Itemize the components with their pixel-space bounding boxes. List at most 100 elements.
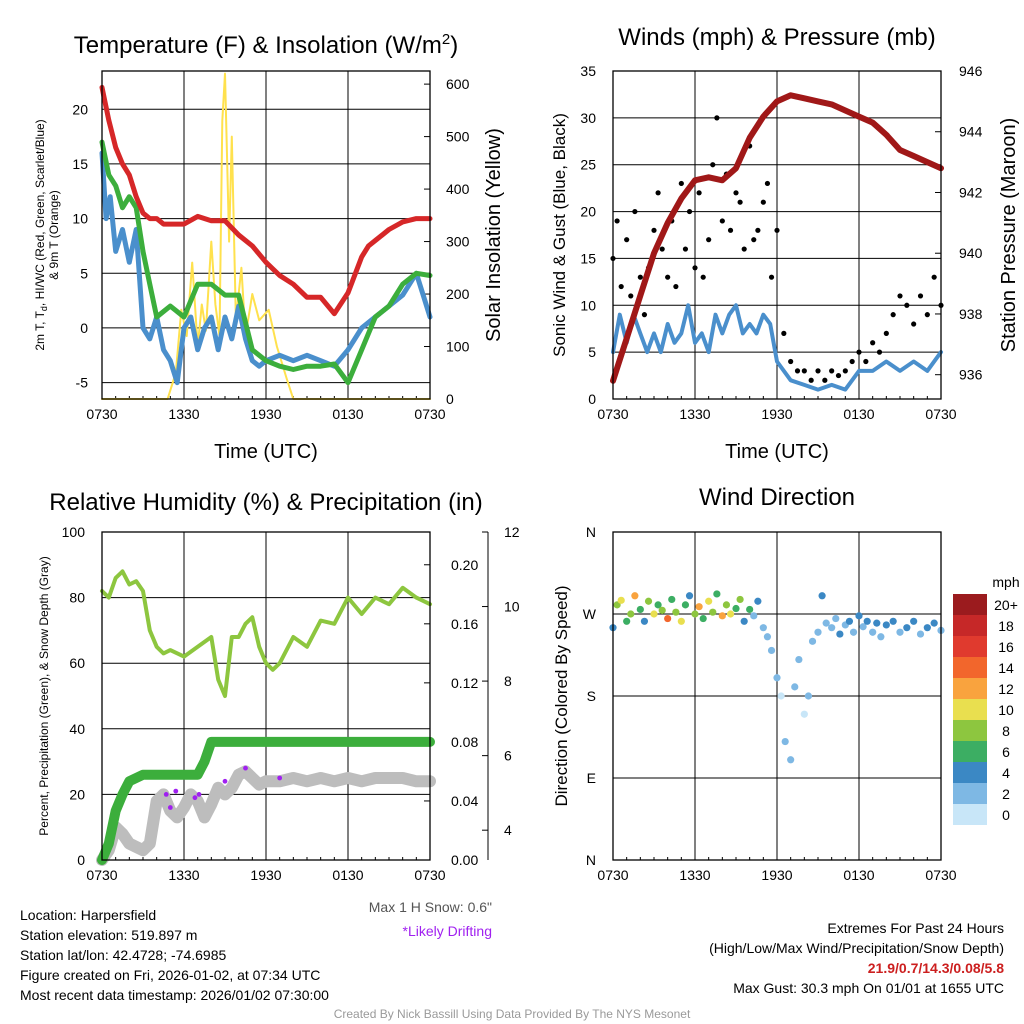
rh-ytick-label: 60 (69, 655, 85, 671)
dir-point (777, 692, 785, 700)
dir-ytick-label: N (586, 524, 596, 540)
wind-gust-point (737, 199, 743, 205)
dir-point (781, 737, 789, 746)
dir-xtick-label: 0730 (597, 867, 628, 883)
wind-gust-point (890, 312, 896, 318)
dir-point (836, 630, 844, 638)
dir-ytick-label: S (587, 688, 596, 704)
wind-ytick-label: 25 (580, 157, 596, 173)
dir-xtick-label: 1930 (761, 867, 792, 883)
latlon-label: Station lat/lon: 42.4728; -74.6985 (20, 947, 227, 963)
rh-drift-point (196, 792, 202, 797)
wind-ytick-label: 5 (588, 344, 596, 360)
wind-gust-point (673, 283, 679, 290)
dir-point (732, 604, 740, 613)
dir-ytick-label: W (583, 606, 597, 622)
rh-ytick-label: 100 (62, 524, 86, 540)
temp-ytick-label: 5 (80, 265, 88, 281)
wind-frame (612, 70, 942, 400)
wind-ylabel: Sonic Wind & Gust (Blue, Black) (550, 113, 569, 357)
dir-point (800, 710, 808, 718)
temp-series-hiwc (99, 150, 433, 386)
temp-xlabel: Time (UTC) (214, 441, 318, 463)
dir-point (896, 628, 904, 636)
temp-xtick-label: 1330 (168, 406, 199, 422)
dir-legend-label: 20+ (994, 597, 1018, 613)
dir-point (767, 646, 776, 655)
snow-max-label: Max 1 H Snow: 0.6" (368, 899, 492, 915)
dir-point (814, 628, 822, 636)
dir-legend-label: 12 (998, 681, 1014, 697)
temp-y2tick-label: 300 (446, 234, 470, 250)
wind-ytick-label: 0 (588, 391, 596, 407)
dir-point (877, 633, 885, 641)
wind-gust-point (815, 368, 821, 374)
temp-ytick-label: 15 (72, 156, 88, 172)
rh-drift-point (167, 805, 173, 810)
wind-gust-point (781, 330, 787, 336)
snow-notes: Max 1 H Snow: 0.6" *Likely Drifting (369, 895, 492, 943)
dir-point (746, 605, 754, 614)
rh-ytick-label: 40 (69, 721, 85, 737)
rh-y2tick-label: 0.12 (451, 675, 478, 691)
dir-legend-swatch (953, 741, 987, 762)
temp-ytick-label: 0 (80, 320, 88, 336)
station-info: Location: Harpersfield Station elevation… (20, 905, 329, 1005)
rh-drift-point (163, 792, 169, 797)
dir-point (869, 628, 877, 636)
wind-ytick-label: 15 (580, 250, 596, 266)
wind-title: Winds (mph) & Pressure (mb) (618, 24, 935, 51)
wind-gust-point (755, 227, 761, 233)
wind-gust-point (924, 312, 930, 318)
wind-series-pressure (610, 92, 944, 384)
dir-point (832, 614, 840, 623)
wind-gust-point (719, 218, 725, 224)
wind-gust-point (741, 246, 747, 252)
dir-legend-swatch (953, 783, 987, 804)
dir-point (759, 624, 767, 632)
dir-point (859, 623, 867, 631)
wind-gust-point (710, 162, 716, 168)
dir-ylabel: Direction (Colored By Speed) (552, 585, 571, 806)
rh-y3tick-label: 10 (504, 599, 520, 615)
wind-xtick-label: 0130 (843, 406, 874, 422)
wind-gust-point (883, 330, 889, 336)
wind-gust-point (751, 237, 757, 243)
wind-gust-point (665, 274, 671, 280)
dir-point (718, 612, 726, 620)
temp-frame (101, 70, 431, 400)
wind-gust-point (659, 246, 665, 252)
dir-legend-swatch (953, 720, 987, 741)
dir-point (650, 610, 658, 618)
dir-point (713, 590, 721, 598)
wind-gust-point (641, 312, 648, 318)
dir-point (903, 624, 911, 632)
wind-gust-point (628, 293, 634, 299)
dir-point (916, 630, 925, 638)
wind-gust-point (624, 237, 630, 243)
dir-point (855, 612, 863, 620)
dir-title: Wind Direction (699, 484, 855, 511)
dir-legend-swatch (953, 762, 987, 783)
temp-xtick-label: 0730 (414, 406, 445, 422)
rh-y3tick-label: 6 (504, 748, 512, 764)
rh-y3tick-label: 8 (504, 673, 512, 689)
wind-gust-point (774, 227, 780, 233)
rh-ytick-label: 80 (69, 590, 85, 606)
wind-ylabel2: Station Pressure (Maroon) (998, 118, 1020, 353)
wind-gust-point (931, 274, 937, 280)
dir-legend-swatch (953, 615, 987, 636)
dir-legend-label: 0 (1002, 807, 1010, 823)
dir-point (631, 592, 639, 600)
wind-gust-point (849, 358, 855, 365)
rh-drift-point (222, 778, 228, 784)
dir-point (654, 601, 662, 609)
wind-gust-point (727, 227, 734, 233)
wind-gust-point (808, 377, 814, 383)
dir-point (791, 683, 799, 691)
rh-drift-point (192, 795, 198, 801)
dir-xtick-label: 0730 (925, 867, 956, 883)
extremes-info: Extremes For Past 24 Hours (High/Low/Max… (709, 918, 1004, 998)
wind-xlabel: Time (UTC) (725, 441, 829, 463)
